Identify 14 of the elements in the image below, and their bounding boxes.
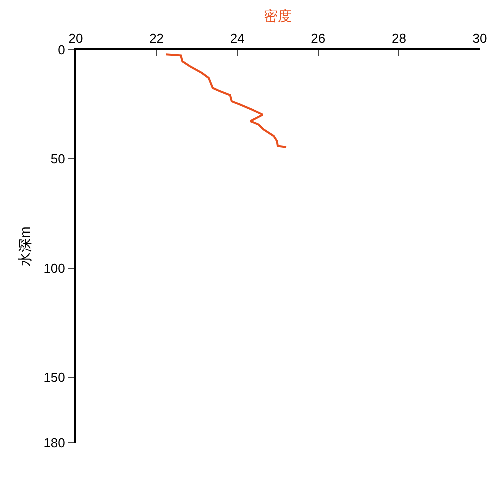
x-axis-title: 密度 xyxy=(264,8,292,24)
y-tick-label: 50 xyxy=(50,152,66,167)
y-tick-label: 0 xyxy=(58,42,66,58)
x-tick-label: 26 xyxy=(311,30,326,46)
x-tick-label: 30 xyxy=(472,30,488,46)
y-axis-title: 水深m xyxy=(16,226,33,266)
x-tick-label: 24 xyxy=(230,30,245,46)
x-tick-label: 20 xyxy=(68,30,84,46)
y-tick-label: 180 xyxy=(44,436,66,451)
y-tick-label: 150 xyxy=(44,370,66,386)
x-tick-label: 28 xyxy=(392,30,406,46)
y-tick-label: 100 xyxy=(44,260,66,276)
x-tick-label: 22 xyxy=(150,30,164,46)
line-series xyxy=(165,54,288,148)
